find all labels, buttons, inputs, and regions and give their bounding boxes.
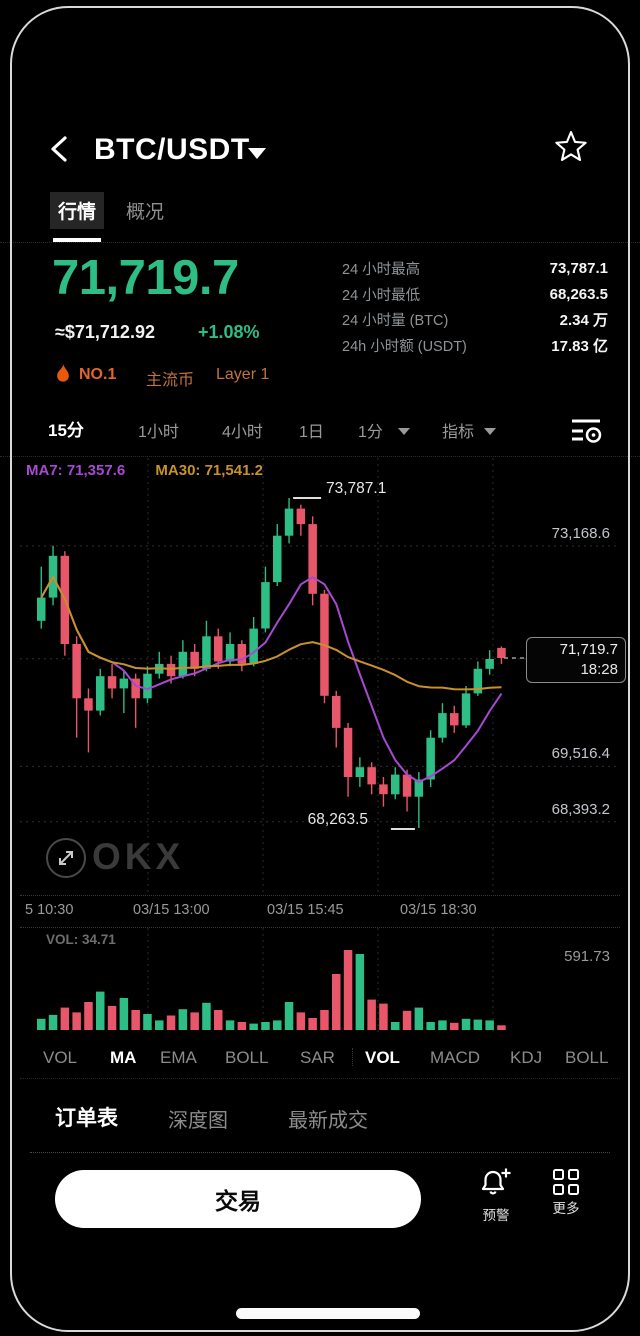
- fullscreen-button[interactable]: [46, 838, 86, 878]
- ma-legend: MA7: 71,357.6 MA30: 71,541.2: [26, 462, 263, 479]
- stats-panel: 24 小时最高 73,787.1 24 小时最低 68,263.5 24 小时量…: [342, 256, 608, 358]
- category-badge-mainstream[interactable]: 主流币: [146, 372, 195, 389]
- indicator-sar[interactable]: SAR: [300, 1048, 335, 1067]
- tab-row-divider: [0, 242, 640, 243]
- tab-active-underline: [53, 238, 101, 242]
- x-axis: 5 10:30 03/15 13:00 03/15 15:45 03/15 18…: [20, 895, 620, 928]
- x-axis-tick: 5 10:30: [25, 902, 74, 918]
- volume-chart[interactable]: [20, 928, 620, 1034]
- candlestick-chart[interactable]: [20, 458, 620, 895]
- indicator-boll[interactable]: BOLL: [225, 1048, 269, 1067]
- ma7-label: MA7: 71,357.6: [26, 462, 126, 479]
- interval-1m-dropdown[interactable]: 1分: [358, 424, 383, 441]
- star-icon: [555, 131, 587, 162]
- expand-icon: [59, 851, 73, 865]
- tab-depth-chart[interactable]: 深度图: [168, 1110, 228, 1132]
- pair-dropdown-caret-icon[interactable]: [248, 148, 266, 159]
- alert-button[interactable]: 预警: [464, 1166, 528, 1224]
- tab-overview[interactable]: 概况: [126, 202, 165, 223]
- interval-1h[interactable]: 1小时: [138, 424, 179, 441]
- ma30-label: MA30: 71,541.2: [155, 462, 263, 479]
- grid-more-icon: [553, 1169, 579, 1195]
- indicator-vol[interactable]: VOL: [43, 1048, 78, 1067]
- chart-settings-button[interactable]: [568, 416, 604, 446]
- indicator-divider: [352, 1048, 353, 1066]
- interval-1d[interactable]: 1日: [299, 424, 324, 441]
- home-indicator[interactable]: [236, 1308, 420, 1319]
- category-badge-layer1[interactable]: Layer 1: [216, 366, 270, 383]
- tab-order-book[interactable]: 订单表: [55, 1107, 118, 1130]
- more-label: 更多: [552, 1201, 580, 1216]
- interval-15m[interactable]: 15分: [48, 421, 84, 440]
- current-price-tag: 71,719.7 18:28: [526, 637, 626, 683]
- low-annotation: 68,263.5: [307, 811, 368, 828]
- y-axis-tick: 68,393.2: [551, 801, 610, 818]
- x-axis-tick: 03/15 15:45: [267, 902, 344, 918]
- chart-settings-icon: [572, 419, 602, 443]
- price-chart-area[interactable]: MA7: 71,357.6 MA30: 71,541.2 73,787.1 68…: [0, 458, 640, 895]
- interval-4h[interactable]: 4小时: [222, 424, 263, 441]
- interval-caret-down-icon: [398, 428, 410, 435]
- okx-watermark: OKX: [92, 836, 185, 877]
- stat-row-high: 24 小时最高 73,787.1: [342, 260, 608, 279]
- indicator-macd[interactable]: MACD: [430, 1048, 481, 1067]
- favorite-star-button[interactable]: [554, 130, 588, 164]
- volume-current-label: VOL: 34.71: [46, 932, 116, 947]
- stat-row-volume-btc: 24 小时量 (BTC) 2.34 万: [342, 312, 608, 330]
- volume-max-label: 591.73: [564, 948, 610, 965]
- stat-row-low: 24 小时最低 68,263.5: [342, 285, 608, 304]
- current-price-time: 18:28: [580, 661, 618, 678]
- indicator-tab-row: VOL MA EMA BOLL SAR VOL MACD KDJ BOLL: [20, 1040, 620, 1079]
- back-button[interactable]: [44, 132, 78, 166]
- y-axis-tick: 69,516.4: [551, 745, 610, 762]
- flame-icon: [56, 364, 70, 383]
- tab-market[interactable]: 行情: [50, 192, 105, 229]
- indicator-boll-sub[interactable]: BOLL: [565, 1048, 609, 1067]
- trade-button[interactable]: 交易: [55, 1170, 421, 1228]
- current-price-value: 71,719.7: [559, 641, 618, 658]
- y-axis-tick: 73,168.6: [551, 525, 610, 542]
- back-chevron-icon: [51, 136, 67, 162]
- x-axis-tick: 03/15 13:00: [133, 902, 210, 918]
- indicator-caret-down-icon: [484, 428, 496, 435]
- more-button[interactable]: 更多: [534, 1166, 598, 1217]
- rank-badge[interactable]: NO.1: [79, 366, 117, 383]
- stat-row-turnover-usdt: 24h 小时额 (USDT) 17.83 亿: [342, 337, 608, 355]
- bell-plus-icon: [481, 1168, 511, 1195]
- alert-label: 预警: [482, 1208, 510, 1223]
- indicator-ema[interactable]: EMA: [160, 1048, 197, 1067]
- indicator-kdj[interactable]: KDJ: [510, 1048, 543, 1067]
- page-title: BTC/USDT: [94, 133, 250, 166]
- high-annotation: 73,787.1: [326, 480, 387, 497]
- indicator-dropdown[interactable]: 指标: [442, 424, 475, 441]
- price-change-percent: +1.08%: [198, 322, 260, 342]
- fiat-price: ≈$71,712.92: [55, 322, 155, 342]
- indicator-vol-sub[interactable]: VOL: [365, 1048, 400, 1067]
- x-axis-tick: 03/15 18:30: [400, 902, 477, 918]
- interval-row-divider: [0, 456, 640, 457]
- panel-tabs-divider: [30, 1152, 610, 1153]
- indicator-ma[interactable]: MA: [110, 1048, 137, 1067]
- tab-latest-trades[interactable]: 最新成交: [288, 1110, 368, 1132]
- last-price: 71,719.7: [52, 251, 239, 305]
